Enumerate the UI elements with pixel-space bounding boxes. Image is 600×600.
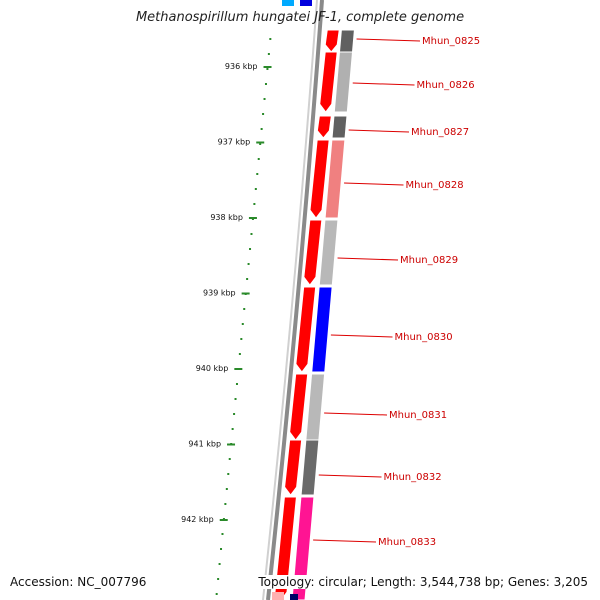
- ruler-minor-tick: [256, 173, 259, 175]
- feature-block: [311, 286, 333, 373]
- ruler-label: 942 kbp: [181, 515, 214, 524]
- feature-block: [318, 219, 339, 286]
- ruler-minor-tick: [215, 593, 218, 595]
- feature-block: [300, 439, 320, 496]
- ruler-label: 938 kbp: [210, 213, 243, 222]
- accession-text: Accession: NC_007796: [8, 575, 149, 589]
- ruler-minor-tick: [259, 143, 262, 145]
- ruler-minor-tick: [257, 158, 260, 160]
- partial-feature-blue: [300, 0, 312, 6]
- ruler-minor-tick: [250, 233, 253, 235]
- ruler-ticks: 936 kbp 937 kbp 938 kbp 939 kbp 940 kbp 941 k…: [181, 38, 272, 595]
- ruler-label: 941 kbp: [188, 440, 221, 449]
- ruler-minor-tick: [247, 263, 250, 265]
- gene-track: [274, 29, 340, 600]
- ruler-minor-tick: [260, 128, 263, 130]
- ruler-minor-tick: [240, 338, 243, 340]
- ruler-label: 937 kbp: [218, 138, 251, 147]
- ruler-minor-tick: [220, 548, 223, 550]
- ruler-minor-tick: [231, 428, 234, 430]
- ruler-minor-tick: [241, 323, 244, 325]
- gene-arrow[interactable]: [295, 286, 317, 373]
- ruler-minor-tick: [217, 578, 220, 580]
- feature-block: [324, 139, 346, 219]
- backbone-inner: [262, 0, 318, 600]
- gene-label-leader: [313, 539, 377, 543]
- gene-arrow[interactable]: [289, 373, 309, 441]
- ruler-major-tick: [256, 141, 265, 144]
- ruler-minor-tick: [246, 278, 249, 280]
- gene-label-leader: [352, 82, 415, 86]
- gene-label[interactable]: Mhun_0831: [389, 410, 447, 421]
- ruler-minor-tick: [262, 113, 265, 115]
- backbone-outer: [266, 0, 324, 600]
- ruler-minor-tick: [267, 53, 270, 55]
- ruler-label: 939 kbp: [203, 289, 236, 298]
- ruler-major-tick: [227, 443, 236, 446]
- genome-summary-text: Topology: circular; Length: 3,544,738 bp…: [256, 575, 590, 589]
- gene-label-leader: [324, 412, 388, 416]
- gene-label[interactable]: Mhun_0832: [384, 472, 442, 483]
- gene-label[interactable]: Mhun_0827: [411, 127, 469, 138]
- ruler-minor-tick: [221, 533, 224, 535]
- ruler-minor-tick: [233, 413, 236, 415]
- feature-block: [291, 496, 315, 600]
- ruler-minor-tick: [254, 188, 257, 190]
- ruler-minor-tick: [249, 248, 252, 250]
- ruler-minor-tick: [227, 473, 230, 475]
- ruler-label: 940 kbp: [196, 364, 229, 373]
- gene-label-leader: [356, 38, 421, 42]
- gene-label[interactable]: Mhun_0829: [400, 255, 458, 266]
- gene-label[interactable]: Mhun_0830: [395, 332, 453, 343]
- gene-label[interactable]: Mhun_0826: [417, 80, 475, 91]
- ruler-minor-tick: [225, 488, 228, 490]
- ruler-minor-tick: [228, 458, 231, 460]
- feature-block: [338, 29, 355, 53]
- ruler-minor-tick: [269, 38, 272, 40]
- ruler-minor-tick: [224, 503, 227, 505]
- gene-arrow[interactable]: [324, 29, 340, 53]
- gene-labels: Mhun_0825 Mhun_0826 Mhun_0827 Mhun_0828 Mhun…: [313, 36, 480, 548]
- gene-arrow[interactable]: [309, 139, 330, 219]
- gene-label-leader: [330, 334, 393, 338]
- ruler-major-tick: [263, 66, 272, 68]
- gene-arrow[interactable]: [303, 219, 323, 286]
- ruler-label: 936 kbp: [225, 62, 258, 71]
- partial-feature-navy-bottom: [290, 594, 298, 600]
- ruler-minor-tick: [243, 308, 246, 310]
- ruler-minor-tick: [218, 563, 221, 565]
- feature-block: [331, 115, 348, 139]
- gene-label-leader: [337, 257, 399, 261]
- gene-label-leader: [318, 474, 382, 478]
- feature-block: [333, 51, 354, 113]
- ruler-minor-tick: [234, 398, 237, 400]
- gene-label-leader: [348, 129, 410, 133]
- gene-label-leader: [344, 182, 404, 186]
- gene-arrow[interactable]: [284, 439, 303, 496]
- secondary-track: [291, 29, 355, 600]
- ruler-major-tick: [234, 368, 243, 370]
- partial-feature-cyan: [282, 0, 294, 6]
- ruler-minor-tick: [253, 203, 256, 205]
- gene-arrow[interactable]: [319, 51, 338, 113]
- ruler-minor-tick: [238, 353, 241, 355]
- gene-label[interactable]: Mhun_0825: [422, 36, 480, 47]
- gene-label[interactable]: Mhun_0828: [406, 180, 464, 191]
- ruler-minor-tick: [266, 68, 269, 70]
- partial-feature-pink-bottom: [272, 592, 284, 600]
- ruler-major-tick: [248, 217, 257, 219]
- gene-label[interactable]: Mhun_0833: [378, 537, 436, 548]
- map-title: Methanospirillum hungatei JF-1, complete…: [135, 10, 465, 25]
- feature-block: [305, 373, 326, 441]
- ruler-major-tick: [219, 519, 228, 521]
- ruler-minor-tick: [263, 98, 266, 100]
- gene-arrow[interactable]: [316, 115, 332, 139]
- ruler-minor-tick: [235, 383, 238, 385]
- ruler-minor-tick: [264, 83, 267, 85]
- ruler-major-tick: [241, 292, 250, 295]
